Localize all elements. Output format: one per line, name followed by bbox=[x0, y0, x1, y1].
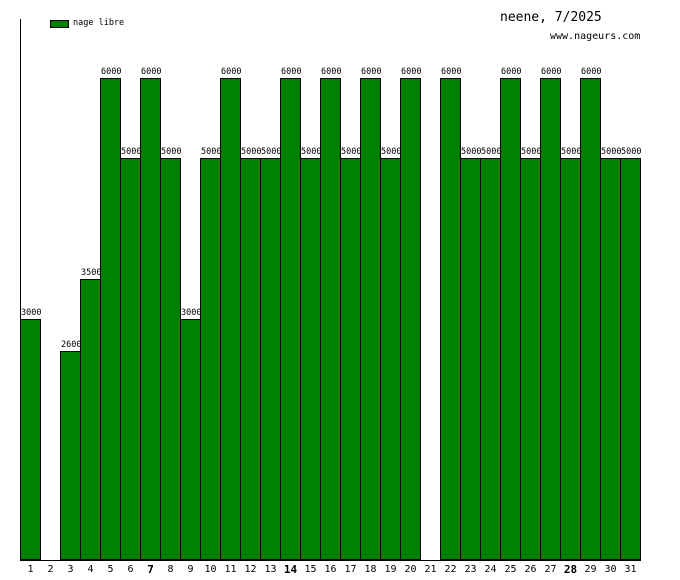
bar-value-day-14: 6000 bbox=[281, 67, 302, 77]
bar-day-23 bbox=[460, 158, 481, 560]
x-tick-label-17: 17 bbox=[344, 564, 357, 575]
bar-value-day-8: 5000 bbox=[161, 147, 182, 157]
bar-value-day-10: 5000 bbox=[201, 147, 222, 157]
bar-value-day-20: 6000 bbox=[401, 67, 422, 77]
x-tick-label-31: 31 bbox=[624, 564, 637, 575]
bar-day-19 bbox=[380, 158, 401, 560]
x-tick-label-14: 14 bbox=[283, 563, 298, 576]
bar-day-30 bbox=[600, 158, 621, 560]
bar-value-day-23: 5000 bbox=[461, 147, 482, 157]
bar-day-31 bbox=[620, 158, 641, 560]
bar-day-4 bbox=[80, 279, 101, 560]
bar-day-5 bbox=[100, 78, 121, 560]
bar-day-20 bbox=[400, 78, 421, 560]
x-tick-label-23: 23 bbox=[464, 564, 477, 575]
bar-day-11 bbox=[220, 78, 241, 560]
x-tick-label-2: 2 bbox=[47, 564, 54, 575]
bar-day-6 bbox=[120, 158, 141, 560]
x-axis-line bbox=[20, 560, 641, 561]
bar-value-day-3: 2600 bbox=[61, 340, 82, 350]
bar-value-day-19: 5000 bbox=[381, 147, 402, 157]
x-tick-label-15: 15 bbox=[304, 564, 317, 575]
y-axis-line bbox=[20, 19, 21, 561]
x-tick-label-26: 26 bbox=[524, 564, 537, 575]
bar-day-10 bbox=[200, 158, 221, 560]
x-tick-label-3: 3 bbox=[67, 564, 74, 575]
bar-value-day-9: 3000 bbox=[181, 308, 202, 318]
bar-day-29 bbox=[580, 78, 601, 560]
bar-value-day-13: 5000 bbox=[261, 147, 282, 157]
x-tick-label-10: 10 bbox=[204, 564, 217, 575]
bar-value-day-18: 6000 bbox=[361, 67, 382, 77]
x-tick-label-28: 28 bbox=[563, 563, 578, 576]
bar-day-26 bbox=[520, 158, 541, 560]
x-tick-label-30: 30 bbox=[604, 564, 617, 575]
x-tick-label-1: 1 bbox=[27, 564, 34, 575]
x-tick-label-13: 13 bbox=[264, 564, 277, 575]
bar-day-1 bbox=[20, 319, 41, 560]
x-tick-label-24: 24 bbox=[484, 564, 497, 575]
bar-value-day-29: 6000 bbox=[581, 67, 602, 77]
bar-day-15 bbox=[300, 158, 321, 560]
x-tick-label-19: 19 bbox=[384, 564, 397, 575]
bar-day-24 bbox=[480, 158, 501, 560]
x-tick-label-12: 12 bbox=[244, 564, 257, 575]
website-url: www.nageurs.com bbox=[550, 31, 641, 42]
bar-day-14 bbox=[280, 78, 301, 560]
bar-day-9 bbox=[180, 319, 201, 560]
chart-title: neene, 7/2025 bbox=[500, 10, 602, 25]
bar-day-18 bbox=[360, 78, 381, 560]
bar-value-day-26: 5000 bbox=[521, 147, 542, 157]
bar-value-day-30: 5000 bbox=[601, 147, 622, 157]
bar-day-3 bbox=[60, 351, 81, 560]
bar-day-8 bbox=[160, 158, 181, 560]
legend-swatch-nage-libre bbox=[50, 20, 69, 28]
bar-value-day-11: 6000 bbox=[221, 67, 242, 77]
bar-day-28 bbox=[560, 158, 581, 560]
x-tick-label-20: 20 bbox=[404, 564, 417, 575]
bar-value-day-27: 6000 bbox=[541, 67, 562, 77]
bar-value-day-5: 6000 bbox=[101, 67, 122, 77]
x-tick-label-5: 5 bbox=[107, 564, 114, 575]
x-tick-label-22: 22 bbox=[444, 564, 457, 575]
bar-value-day-22: 6000 bbox=[441, 67, 462, 77]
x-tick-label-7: 7 bbox=[147, 563, 154, 576]
x-tick-label-9: 9 bbox=[187, 564, 194, 575]
bar-value-day-24: 5000 bbox=[481, 147, 502, 157]
bar-value-day-12: 5000 bbox=[241, 147, 262, 157]
bar-day-17 bbox=[340, 158, 361, 560]
bar-day-27 bbox=[540, 78, 561, 560]
bar-day-22 bbox=[440, 78, 461, 560]
x-tick-label-18: 18 bbox=[364, 564, 377, 575]
x-tick-label-8: 8 bbox=[167, 564, 174, 575]
bar-value-day-31: 5000 bbox=[621, 147, 642, 157]
bar-day-25 bbox=[500, 78, 521, 560]
bar-day-13 bbox=[260, 158, 281, 560]
bar-value-day-7: 6000 bbox=[141, 67, 162, 77]
bar-value-day-28: 5000 bbox=[561, 147, 582, 157]
bar-value-day-17: 5000 bbox=[341, 147, 362, 157]
x-tick-label-25: 25 bbox=[504, 564, 517, 575]
bar-value-day-25: 6000 bbox=[501, 67, 522, 77]
bar-value-day-4: 3500 bbox=[81, 268, 102, 278]
bar-day-16 bbox=[320, 78, 341, 560]
bar-value-day-1: 3000 bbox=[21, 308, 42, 318]
x-tick-label-29: 29 bbox=[584, 564, 597, 575]
legend-label: nage libre bbox=[73, 18, 125, 28]
x-tick-label-11: 11 bbox=[224, 564, 237, 575]
bar-value-day-6: 5000 bbox=[121, 147, 142, 157]
bar-day-7 bbox=[140, 78, 161, 560]
x-tick-label-6: 6 bbox=[127, 564, 134, 575]
x-tick-label-16: 16 bbox=[324, 564, 337, 575]
bar-day-12 bbox=[240, 158, 261, 560]
x-tick-label-21: 21 bbox=[424, 564, 437, 575]
x-tick-label-27: 27 bbox=[544, 564, 557, 575]
bar-value-day-16: 6000 bbox=[321, 67, 342, 77]
x-tick-label-4: 4 bbox=[87, 564, 94, 575]
bar-value-day-15: 5000 bbox=[301, 147, 322, 157]
